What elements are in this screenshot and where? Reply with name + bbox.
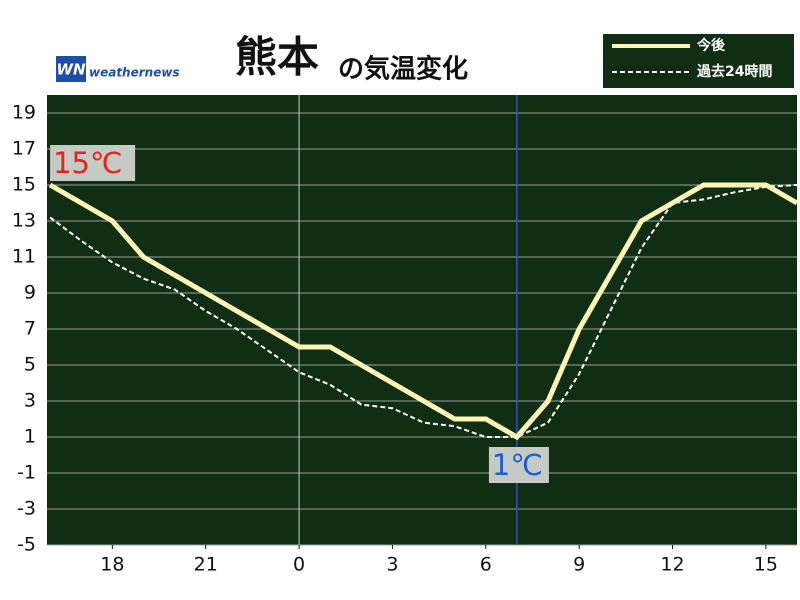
logo-mark: WN bbox=[56, 61, 86, 79]
x-tick-label: 9 bbox=[573, 554, 585, 576]
y-tick-label: 5 bbox=[24, 354, 36, 376]
legend-box bbox=[601, 32, 796, 90]
annotation: 15℃ bbox=[53, 146, 122, 180]
plot-area bbox=[47, 95, 797, 545]
x-tick-label: 0 bbox=[293, 554, 305, 576]
y-tick-label: 15 bbox=[12, 174, 36, 196]
legend-label: 過去24時間 bbox=[696, 63, 772, 80]
annotation-bg bbox=[488, 447, 549, 483]
legend-label: 今後 bbox=[696, 37, 726, 54]
logo-text: weathernews bbox=[89, 66, 180, 80]
annotation-bg bbox=[50, 145, 136, 181]
x-tick-label: 6 bbox=[480, 554, 492, 576]
y-tick-label: -5 bbox=[17, 534, 36, 556]
logo: WN weathernews bbox=[56, 56, 180, 82]
y-tick-label: 13 bbox=[12, 210, 36, 232]
series-line bbox=[49, 184, 798, 438]
chart-title: 熊本 bbox=[235, 33, 319, 82]
y-tick-label: 3 bbox=[24, 390, 36, 412]
chart-subtitle: の気温変化 bbox=[338, 54, 468, 85]
x-tick-label: 12 bbox=[660, 554, 684, 576]
y-tick-label: 9 bbox=[24, 282, 36, 304]
logo-box bbox=[56, 56, 86, 82]
y-tick-label: 1 bbox=[24, 426, 36, 448]
x-tick-label: 15 bbox=[754, 554, 778, 576]
y-tick-label: 19 bbox=[12, 102, 36, 124]
annotation: 1℃ bbox=[492, 448, 543, 482]
y-tick-label: -3 bbox=[17, 498, 36, 520]
y-tick-label: -1 bbox=[17, 462, 36, 484]
x-tick-label: 3 bbox=[386, 554, 398, 576]
y-tick-label: 17 bbox=[12, 138, 36, 160]
series-line bbox=[48, 182, 799, 441]
x-tick-label: 18 bbox=[100, 554, 124, 576]
y-tick-label: 11 bbox=[12, 246, 36, 268]
y-tick-label: 7 bbox=[24, 318, 36, 340]
x-tick-label: 21 bbox=[194, 554, 218, 576]
